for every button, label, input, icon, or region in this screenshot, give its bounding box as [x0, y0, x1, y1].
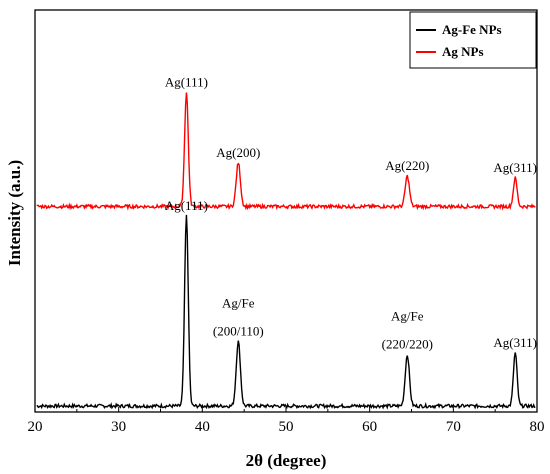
x-axis-title: 2θ (degree) — [246, 451, 327, 470]
peak-label: Ag/Fe — [222, 295, 255, 310]
x-tick-label: 80 — [530, 419, 545, 435]
x-tick-label: 50 — [279, 419, 294, 435]
peak-label: (220/220) — [382, 337, 433, 352]
peak-label: Ag(311) — [493, 335, 537, 350]
series-layer — [36, 92, 536, 410]
x-tick-label: 60 — [362, 419, 377, 435]
peak-label: Ag(111) — [165, 75, 208, 90]
x-axis-ticks: 20 30 40 50 60 70 80 — [28, 407, 545, 435]
peak-label: (200/110) — [213, 323, 264, 338]
x-tick-label: 70 — [446, 419, 461, 435]
y-axis-title: Intensity (a.u.) — [5, 160, 24, 266]
legend-label-ag-fe: Ag-Fe NPs — [442, 22, 502, 37]
peak-label: Ag(220) — [385, 158, 429, 173]
peak-label: Ag(311) — [493, 160, 537, 175]
legend-box — [409, 11, 537, 69]
peak-label: Ag(200) — [216, 145, 260, 160]
x-tick-label: 20 — [28, 419, 43, 435]
series-line-ag — [36, 92, 536, 211]
x-tick-label: 40 — [195, 419, 210, 435]
legend: Ag-Fe NPs Ag NPs — [409, 11, 537, 69]
x-tick-label: 30 — [111, 419, 126, 435]
legend-label-ag: Ag NPs — [442, 44, 484, 59]
peak-label: Ag(111) — [165, 198, 208, 213]
peak-label: Ag/Fe — [391, 309, 424, 324]
series-line-ag-fe — [36, 214, 536, 410]
plot-frame — [34, 9, 538, 413]
annotation-layer: Ag(111) Ag/Fe (200/110) Ag/Fe (220/220) Ag(31… — [165, 75, 537, 352]
